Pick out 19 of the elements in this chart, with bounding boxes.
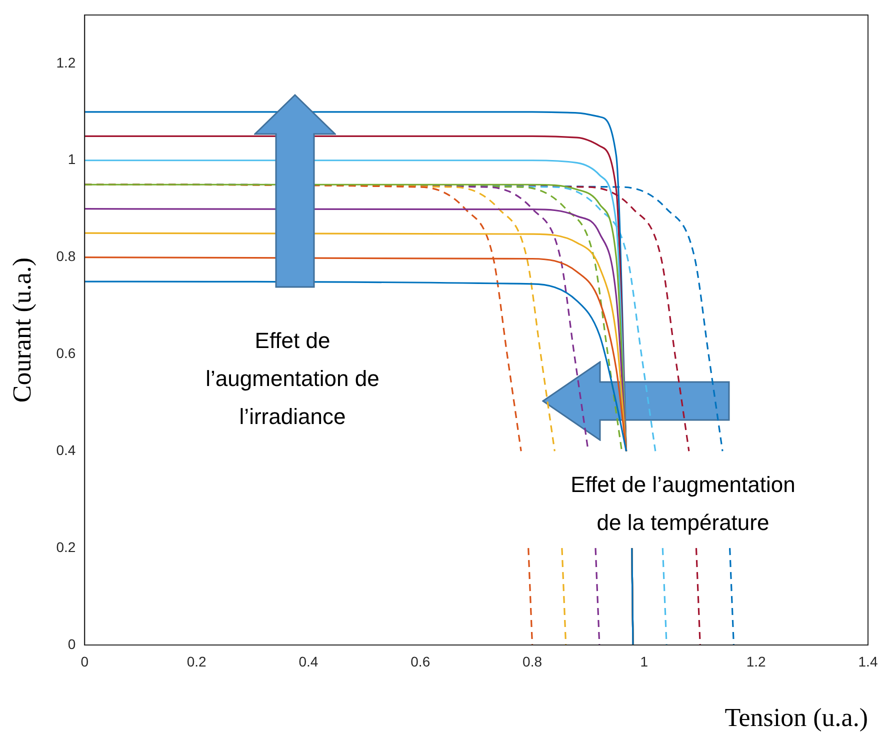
x-tick-label: 1.4 [858, 653, 878, 670]
x-tick-label: 0.2 [186, 653, 207, 670]
y-tick-label: 1 [68, 151, 76, 168]
y-tick-label: 0.4 [56, 442, 76, 458]
y-tick-label: 0 [68, 636, 76, 652]
x-tick-label: 1.2 [746, 653, 766, 670]
x-tick-label: 0.6 [410, 653, 430, 670]
annotation: Effet de l’augmentation de l’irradiance [200, 322, 385, 436]
annotation: Effet de l’augmentation de la température [563, 466, 803, 542]
x-tick-label: 1 [640, 653, 648, 670]
x-tick-label: 0.8 [522, 653, 542, 670]
y-tick-label: 1.2 [56, 54, 76, 70]
x-tick-label: 0 [80, 653, 89, 670]
y-tick-label: 0.6 [56, 345, 76, 362]
y-tick-label: 0.8 [56, 248, 76, 264]
y-tick-label: 0.2 [56, 538, 76, 555]
y-axis-title: Courant (u.a.) [7, 257, 36, 403]
x-tick-label: 0.4 [298, 653, 318, 670]
x-axis-title: Tension (u.a.) [724, 703, 868, 732]
